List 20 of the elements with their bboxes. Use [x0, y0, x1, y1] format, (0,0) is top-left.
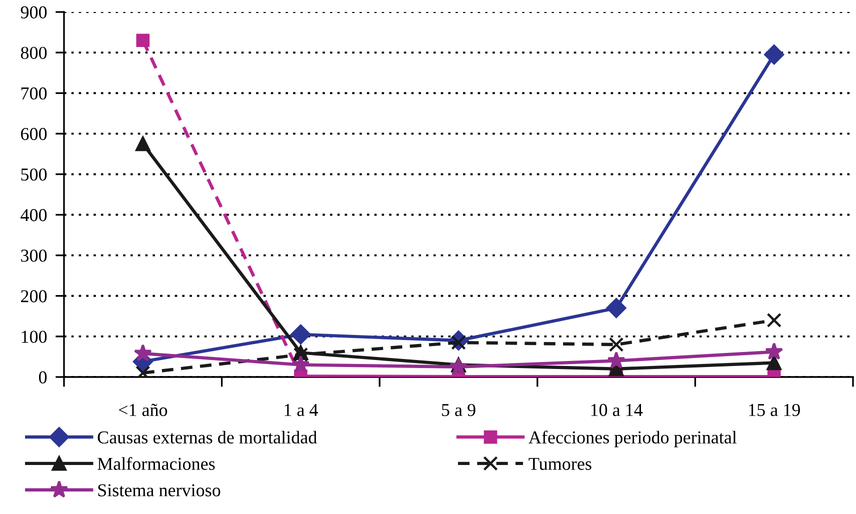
y-tick-label: 500 — [21, 168, 47, 181]
y-tick-label: 400 — [20, 209, 47, 222]
y-tick-label: 600 — [21, 128, 47, 140]
y-tick-label: 0 — [38, 371, 47, 384]
x-tick-label: 10 a 14 — [591, 404, 643, 416]
legend-label: Sistema nervioso — [98, 484, 220, 496]
legend-label: Malformaciones — [98, 457, 215, 470]
y-tick-label: 300 — [21, 250, 47, 262]
y-tick-label: 700 — [21, 87, 47, 100]
y-tick-label: 200 — [21, 290, 47, 302]
x-tick-label: 5 a 9 — [442, 404, 476, 416]
y-tick-label: 900 — [20, 6, 47, 18]
legend-label: Afecciones periodo perinatal — [528, 430, 737, 448]
x-tick-label: 1 a 4 — [284, 404, 318, 416]
legend-label: Causas externas de mortalidad — [98, 430, 317, 444]
y-tick-label: 800 — [20, 46, 47, 59]
x-tick-label: 15 a 19 — [749, 404, 800, 416]
x-tick-label: <1 año — [118, 404, 168, 416]
legend-label: Tumores — [528, 458, 592, 470]
y-tick-label: 100 — [22, 330, 47, 343]
